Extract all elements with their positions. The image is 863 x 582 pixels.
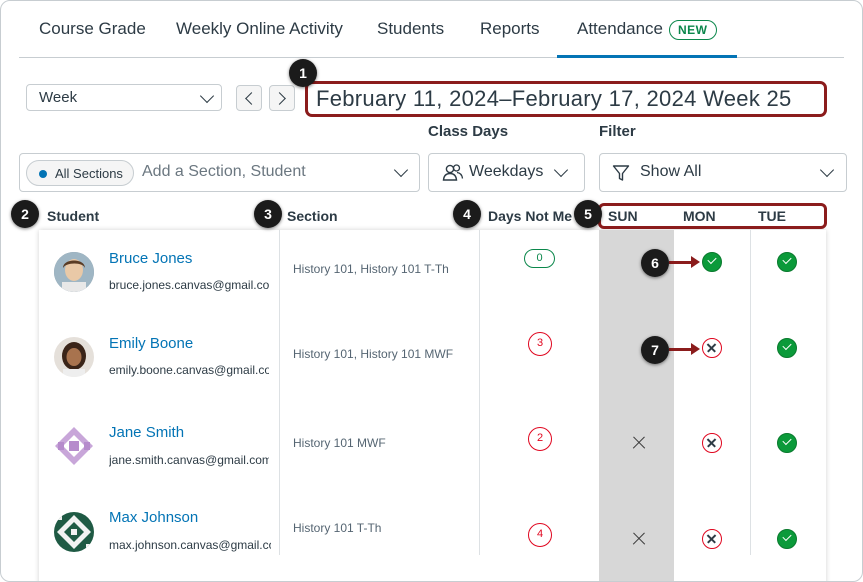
class-days-label: Class Days [428,123,509,140]
filter-value: Show All [640,163,702,180]
callout-5: 5 [574,200,602,228]
callout-arrow [669,256,700,268]
callout-2: 2 [11,200,39,228]
avatar [54,426,94,466]
absent-x-icon[interactable] [702,529,722,549]
callout-4: 4 [453,200,481,228]
chevron-down-icon [553,162,569,178]
days-not-met-count: 2 [528,427,552,451]
days-not-met-count: 3 [528,332,552,356]
days-not-met-column-header[interactable]: Days Not Me [488,208,573,224]
chevron-down-icon [393,162,409,178]
tab-reports[interactable]: Reports [480,19,540,38]
class-days-value: Weekdays [469,163,544,180]
tab-course-grade[interactable]: Course Grade [39,19,146,38]
tab-attendance[interactable]: Attendance NEW [557,1,737,58]
mon-column-header: MON [683,208,716,224]
present-check-icon[interactable] [702,252,722,272]
not-class-day-icon [632,436,646,450]
chevron-down-icon [199,88,215,104]
class-days-select[interactable]: Weekdays [428,153,585,192]
attendance-table [39,230,826,581]
tue-column-header: TUE [758,208,786,224]
all-sections-chip-label: All Sections [55,166,123,181]
days-not-met-count: 0 [524,249,555,268]
student-section: History 101 T-Th [293,521,382,535]
chevron-down-icon [819,162,835,178]
callout-1: 1 [289,59,317,87]
student-section: History 101, History 101 T-Th [293,262,449,276]
student-name-link[interactable]: Bruce Jones [109,250,193,267]
student-name-link[interactable]: Max Johnson [109,509,199,526]
student-email: jane.smith.canvas@gmail.com [109,453,269,467]
avatar [54,252,94,292]
student-section: History 101, History 101 MWF [293,347,454,361]
period-select-value: Week [39,89,78,106]
column-divider [279,230,280,555]
student-name-link[interactable]: Jane Smith [109,424,185,441]
student-email: emily.boone.canvas@gmail.com [109,363,269,377]
chevron-left-icon [245,92,258,105]
previous-week-button[interactable] [236,85,262,111]
search-input[interactable]: Add a Section, Student [142,163,306,180]
student-section: History 101 MWF [293,436,386,450]
column-divider [750,230,751,555]
sun-column-header: SUN [608,208,638,224]
tab-bar: Course Grade Weekly Online Activity Stud… [19,1,844,58]
present-check-icon[interactable] [777,529,797,549]
student-email: bruce.jones.canvas@gmail.com [109,278,269,292]
student-column-header[interactable]: Student [47,208,100,224]
present-check-icon[interactable] [777,252,797,272]
users-icon [442,164,464,181]
filter-icon [612,165,630,181]
callout-3: 3 [254,200,282,228]
avatar [54,512,94,552]
absent-x-icon[interactable] [702,433,722,453]
tab-attendance-label: Attendance [577,19,664,38]
tab-students[interactable]: Students [377,19,445,38]
days-not-met-count: 4 [528,523,552,547]
not-class-day-icon [632,532,646,546]
section-column-header[interactable]: Section [287,208,338,224]
column-divider [479,230,480,555]
tab-weekly-online-activity[interactable]: Weekly Online Activity [176,19,343,38]
callout-arrow [669,343,700,355]
chip-dot-icon [39,170,47,178]
filter-select[interactable]: Show All [599,153,847,192]
date-range: February 11, 2024–February 17, 2024 Week… [305,81,827,117]
all-sections-chip[interactable]: All Sections [26,160,134,186]
student-email: max.johnson.canvas@gmail.com [109,538,271,552]
absent-x-icon[interactable] [702,338,722,358]
sunday-column-shading [599,230,674,581]
new-badge: NEW [669,19,717,40]
next-week-button[interactable] [269,85,295,111]
period-select[interactable]: Week [26,84,222,111]
present-check-icon[interactable] [777,338,797,358]
student-name-link[interactable]: Emily Boone [109,335,194,352]
avatar [54,337,94,377]
filter-label: Filter [599,123,636,140]
callout-7: 7 [641,336,669,364]
chevron-right-icon [273,92,286,105]
present-check-icon[interactable] [777,433,797,453]
callout-6: 6 [641,249,669,277]
